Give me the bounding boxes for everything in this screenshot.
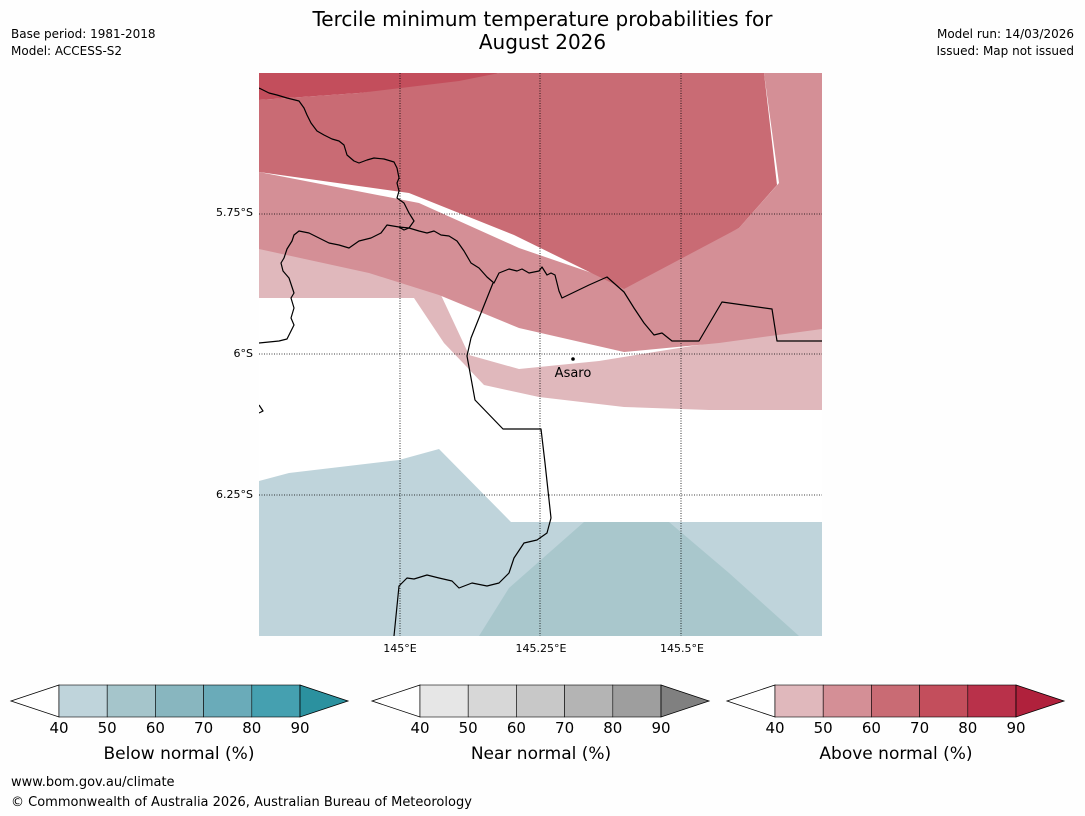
model-run: Model run: 14/03/2026 — [936, 27, 1074, 41]
west-stub — [259, 404, 264, 414]
colorbar-label-below: Below normal (%) — [103, 744, 255, 764]
lon-label-2: 145.5°E — [660, 642, 704, 655]
colorbar-tick-label: 50 — [458, 719, 478, 737]
colorbar-label-near: Near normal (%) — [470, 744, 612, 764]
colorbar-box — [516, 684, 565, 718]
colorbar-tick-label: 80 — [242, 719, 262, 737]
colorbar-tick-label: 80 — [958, 719, 978, 737]
lat-label-1: 6°S — [233, 347, 253, 360]
above-normal-50-region — [259, 73, 822, 352]
title-line-1: Tercile minimum temperature probabilitie… — [312, 7, 773, 31]
colorbar-over-triangle — [1015, 684, 1066, 718]
map-panel: Asaro — [259, 73, 822, 636]
meta-right: Model run: 14/03/2026 Issued: Map not is… — [936, 26, 1074, 60]
colorbar-tick-label: 40 — [49, 719, 69, 737]
colorbar-tick-label: 60 — [861, 719, 881, 737]
south-boundary — [393, 282, 552, 636]
title-line-2: August 2026 — [478, 30, 607, 54]
colorbar-box — [919, 684, 969, 718]
east-boundary — [398, 226, 822, 342]
issued-status: Issued: Map not issued — [936, 44, 1074, 58]
colorbar-box — [58, 684, 108, 718]
colorbar-box — [612, 684, 662, 718]
lon-label-1: 145.25°E — [515, 642, 567, 655]
colorbar-box — [251, 684, 301, 718]
colorbar-tick-label: 40 — [410, 719, 430, 737]
colorbar-box — [106, 684, 156, 718]
lon-label-0: 145°E — [383, 642, 417, 655]
lat-label-0: 5.75°S — [216, 206, 253, 219]
colorbars — [9, 684, 1066, 718]
colorbar-box — [467, 684, 517, 718]
colorbar-box — [155, 684, 204, 718]
asaro-marker — [571, 357, 575, 361]
colorbar-box — [822, 684, 872, 718]
colorbar-above-normal — [725, 684, 1066, 718]
colorbar-tick-label: 60 — [145, 719, 165, 737]
colorbar-tick-label: 90 — [290, 719, 310, 737]
footer-copyright: © Commonwealth of Australia 2026, Austra… — [11, 795, 472, 810]
colorbar-under-triangle — [9, 684, 60, 718]
above-normal-70-region — [259, 73, 499, 100]
colorbar-near-normal — [370, 684, 711, 718]
colorbar-tick-label: 40 — [765, 719, 785, 737]
colorbar-over-triangle — [299, 684, 350, 718]
colorbar-below-normal — [9, 684, 350, 718]
colorbar-box — [967, 684, 1017, 718]
colorbar-tick-label: 80 — [603, 719, 623, 737]
asaro-label: Asaro — [555, 366, 592, 381]
colorbar-label-above: Above normal (%) — [819, 744, 973, 764]
footer-website: www.bom.gov.au/climate — [11, 775, 175, 790]
colorbar-box — [564, 684, 614, 718]
colorbar-tick-label: 50 — [97, 719, 117, 737]
above-normal-60-region — [259, 73, 777, 289]
colorbar-under-triangle — [725, 684, 776, 718]
colorbar-box — [419, 684, 469, 718]
model-name: Model: ACCESS-S2 — [11, 44, 123, 58]
colorbar-under-triangle — [370, 684, 421, 718]
meta-left: Base period: 1981-2018 Model: ACCESS-S2 — [11, 26, 156, 60]
base-period: Base period: 1981-2018 — [11, 27, 156, 41]
colorbar-tick-label: 60 — [506, 719, 526, 737]
map-title: Tercile minimum temperature probabilitie… — [0, 8, 1085, 54]
north-boundary — [259, 87, 415, 344]
lat-label-2: 6.25°S — [216, 488, 253, 501]
colorbar-tick-label: 70 — [555, 719, 575, 737]
colorbar-tick-label: 70 — [194, 719, 214, 737]
colorbar-tick-label: 70 — [910, 719, 930, 737]
colorbar-tick-label: 90 — [651, 719, 671, 737]
below-normal-50-region — [479, 522, 799, 636]
colorbar-box — [774, 684, 824, 718]
boundary-lines — [259, 87, 822, 636]
colorbar-tick-label: 50 — [813, 719, 833, 737]
colorbar-box — [203, 684, 253, 718]
colorbar-over-triangle — [660, 684, 711, 718]
colorbar-tick-label: 90 — [1006, 719, 1026, 737]
colorbar-box — [871, 684, 920, 718]
